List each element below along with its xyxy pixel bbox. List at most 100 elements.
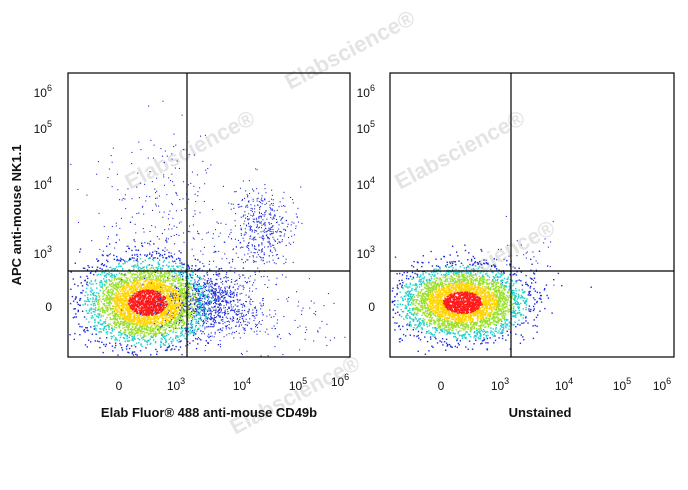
p1-event-dot [260, 231, 262, 233]
p1-event-dot [253, 221, 255, 223]
p1-event-dot [120, 272, 123, 275]
p1-event-dot [196, 301, 198, 303]
p1-event-dot [127, 271, 129, 274]
p1-event-dot [183, 297, 185, 299]
p1-event-dot [256, 188, 258, 190]
p1-event-dot [107, 289, 109, 291]
p1-event-dot [155, 290, 157, 293]
p1-event-dot [146, 323, 148, 325]
p1-event-dot [199, 296, 201, 298]
p1-event-dot [181, 353, 183, 356]
p1-event-dot [267, 236, 269, 238]
p1-event-dot [123, 290, 125, 293]
p1-event-dot [242, 316, 244, 318]
p1-event-dot [172, 288, 174, 290]
p1-event-dot [259, 236, 261, 238]
p1-event-dot [152, 299, 154, 301]
p1-event-dot [136, 332, 138, 334]
p1-event-dot [181, 334, 183, 337]
p1-event-dot [152, 300, 154, 303]
p1-event-dot [106, 302, 109, 305]
p1-event-dot [160, 280, 162, 282]
p1-event-dot [128, 312, 130, 314]
p1-event-dot [151, 295, 153, 297]
p1-event-dot [165, 290, 167, 292]
p1-event-dot [122, 311, 124, 313]
p1-event-dot [118, 263, 120, 265]
p1-event-dot [140, 284, 143, 286]
p1-event-dot [185, 330, 187, 332]
p1-event-dot [184, 294, 186, 297]
p1-event-dot [152, 302, 154, 305]
p1-event-dot [179, 258, 181, 260]
p1-event-dot [139, 267, 142, 269]
p1-event-dot [166, 292, 168, 295]
p1-event-dot [187, 305, 189, 307]
p1-event-dot [226, 272, 228, 274]
p1-event-dot [167, 278, 170, 280]
p1-event-dot [187, 290, 190, 292]
p1-event-dot [113, 322, 115, 324]
p1-event-dot [206, 304, 208, 306]
p1-event-dot [150, 287, 152, 289]
p1-event-dot [148, 340, 150, 342]
p1-event-dot [159, 327, 161, 330]
p1-event-dot [179, 317, 182, 319]
p1-event-dot [107, 268, 109, 271]
p1-event-dot [115, 292, 117, 294]
p1-event-dot [132, 297, 135, 299]
p1-event-dot [154, 298, 156, 300]
p1-event-dot [204, 287, 206, 289]
p1-event-dot [242, 303, 244, 305]
p1-event-dot [131, 249, 133, 252]
p1-event-dot [118, 302, 121, 305]
p1-event-dot [247, 281, 249, 283]
p1-event-dot [133, 338, 135, 340]
p1-event-dot [140, 276, 142, 278]
p1-event-dot [169, 307, 172, 309]
p1-event-dot [229, 295, 231, 298]
p1-event-dot [272, 216, 274, 218]
p1-event-dot [173, 309, 176, 311]
p1-event-dot [125, 297, 127, 299]
p1-event-dot [200, 316, 202, 319]
p1-event-dot [116, 255, 118, 258]
p1-event-dot [138, 329, 140, 331]
p1-event-dot [178, 327, 180, 329]
p1-event-dot [236, 305, 238, 307]
p1-event-dot [90, 326, 92, 328]
p1-event-dot [175, 313, 177, 315]
p1-event-dot [155, 285, 157, 288]
p1-event-dot [109, 318, 111, 321]
p1-event-dot [116, 339, 118, 341]
p1-event-dot [160, 288, 162, 290]
p1-event-dot [174, 293, 176, 295]
p1-event-dot [184, 285, 186, 287]
p1-event-dot [213, 318, 215, 321]
p1-event-dot [87, 304, 89, 306]
p1-event-dot [184, 283, 186, 285]
p1-event-dot [138, 298, 141, 300]
p1-event-dot [87, 298, 89, 300]
p1-event-dot [178, 322, 180, 325]
p1-event-dot [147, 299, 150, 302]
p1-event-dot [106, 291, 108, 293]
p1-event-dot [202, 292, 204, 294]
p1-event-dot [162, 309, 164, 311]
p1-event-dot [239, 312, 241, 314]
p1-event-dot [152, 335, 154, 337]
p1-event-dot [107, 306, 109, 309]
p1-event-dot [163, 295, 166, 298]
p1-event-dot [155, 252, 158, 255]
p1-event-dot [163, 326, 165, 329]
p1-event-dot [127, 282, 129, 284]
p1-event-dot [170, 308, 172, 310]
p1-event-dot [109, 289, 111, 291]
p1-event-dot [127, 328, 129, 330]
p1-event-dot [136, 310, 138, 312]
p1-event-dot [256, 200, 258, 202]
p1-event-dot [126, 287, 128, 289]
p1-event-dot [159, 300, 161, 302]
p1-event-dot [295, 213, 297, 215]
p1-event-dot [150, 321, 152, 323]
